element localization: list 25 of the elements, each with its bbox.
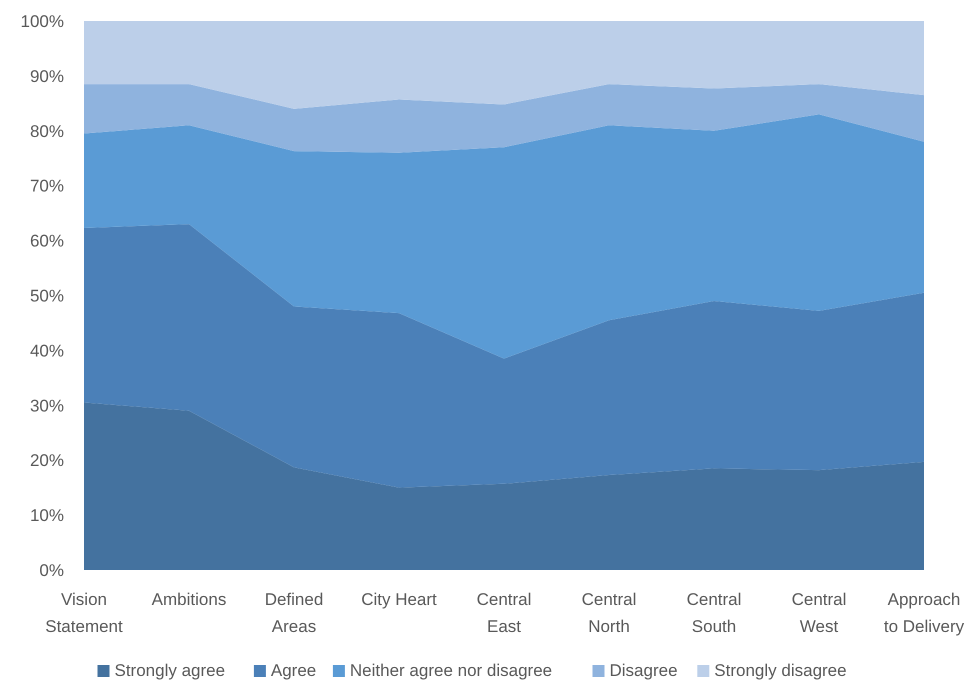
x-tick-label: Vision Statement xyxy=(45,590,124,636)
y-tick-label: 60% xyxy=(30,232,64,251)
y-tick-label: 100% xyxy=(20,12,64,31)
y-tick-label: 0% xyxy=(39,560,64,580)
legend-label: Strongly agree xyxy=(114,661,226,680)
x-tick-label: Central West xyxy=(792,590,846,636)
x-tick-label: Ambitions xyxy=(152,590,226,609)
y-tick-label: 30% xyxy=(30,396,64,416)
y-tick-label: 90% xyxy=(30,66,64,86)
y-tick-label: 70% xyxy=(30,176,64,196)
legend-label: Strongly disagree xyxy=(714,661,847,680)
x-tick-label: City Heart xyxy=(361,590,438,609)
y-tick-label: 20% xyxy=(30,451,64,470)
legend-label: Agree xyxy=(270,661,316,680)
y-tick-label: 10% xyxy=(30,506,64,526)
legend-label: Neither agree nor disagree xyxy=(350,661,552,680)
x-tick-label: Central North xyxy=(582,590,636,636)
y-tick-label: 80% xyxy=(30,122,64,141)
x-tick-label: Approach to Delivery xyxy=(884,590,965,636)
y-tick-label: 40% xyxy=(30,341,64,360)
legend-label: Disagree xyxy=(610,661,678,680)
x-tick-label: Defined Areas xyxy=(264,590,324,636)
x-tick-label: Central South xyxy=(686,590,742,636)
x-tick-label: Central East xyxy=(476,590,532,636)
y-tick-label: 50% xyxy=(30,286,64,306)
